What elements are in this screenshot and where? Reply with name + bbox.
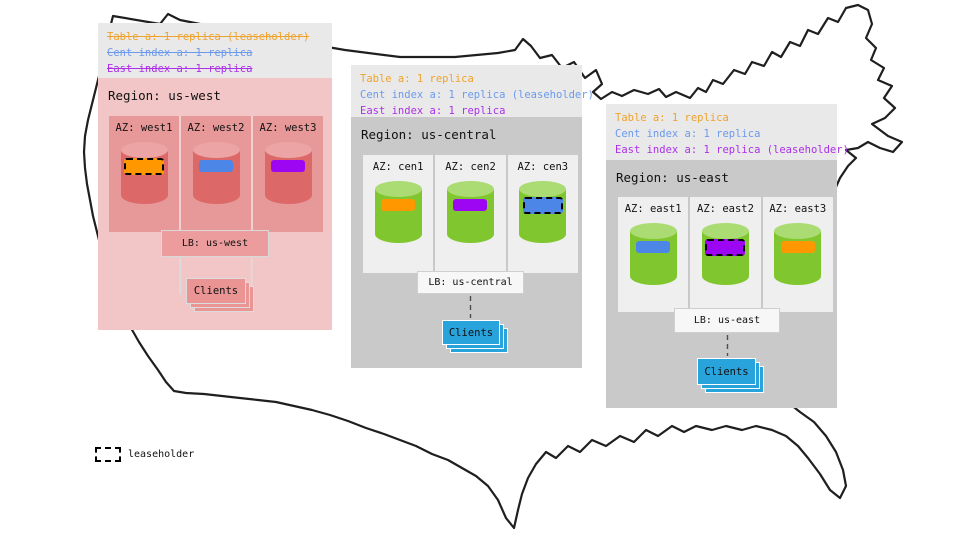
clients-us-east: Clients [697,358,764,393]
az-west1: AZ: west1 [109,116,181,232]
database-cylinder-icon [120,142,168,204]
clients-us-west: Clients [186,278,254,312]
us-east-replica-notes: Table a: 1 replica Cent index a: 1 repli… [606,104,849,160]
az-label: AZ: east2 [697,203,754,215]
region-title: Region: us-central [361,127,497,142]
az-east2: AZ: east2 [690,197,763,312]
database-cylinder-icon [629,223,677,285]
az-cen2: AZ: cen2 [435,155,508,273]
replica-note: East index a: 1 replica [360,105,506,117]
az-label: AZ: east1 [624,203,682,215]
replica-pill [271,160,305,172]
database-cylinder-icon [264,142,312,204]
az-cen3: AZ: cen3 [507,155,578,273]
az-west2: AZ: west2 [181,116,253,232]
us-west-az-group: AZ: west1 AZ: west2 AZ: west3 [109,116,323,232]
database-cylinder-icon [192,142,240,204]
clients-label: Clients [697,358,756,385]
replica-pill [124,158,164,175]
az-label: AZ: cen3 [517,161,569,173]
az-east1: AZ: east1 [618,197,691,312]
lb-us-east: LB: us-east [674,308,780,333]
us-west-replica-notes: Table a: 1 replica (leaseholder) Cent in… [98,23,332,78]
az-label: AZ: cen1 [372,161,424,173]
us-central-az-group: AZ: cen1 AZ: cen2 AZ: cen3 [363,155,578,273]
az-west3: AZ: west3 [253,116,323,232]
region-title: Region: us-west [108,88,221,103]
database-cylinder-icon [374,181,422,243]
replica-pill [636,241,671,253]
replica-note: Cent index a: 1 replica (leaseholder) [360,89,594,101]
legend: leaseholder [95,447,194,462]
region-title: Region: us-east [616,170,729,185]
az-label: AZ: west2 [187,122,245,134]
az-label: AZ: cen2 [445,161,496,173]
clients-label: Clients [186,278,246,304]
replica-note: East index a: 1 replica (leaseholder) [615,144,849,156]
az-east3: AZ: east3 [762,197,833,312]
lb-us-central: LB: us-central [417,271,524,294]
replica-note: Table a: 1 replica [360,73,474,85]
us-east-az-group: AZ: east1 AZ: east2 AZ: east3 [618,197,833,312]
replica-pill [780,241,815,253]
replica-note: East index a: 1 replica [107,63,253,75]
database-cylinder-icon [774,223,822,285]
replica-pill [705,239,746,256]
replica-pill [453,199,488,211]
lb-us-west: LB: us-west [161,230,269,257]
clients-us-central: Clients [442,320,508,353]
replica-pill [199,160,233,172]
az-label: AZ: east3 [769,203,827,215]
legend-label: leaseholder [128,449,195,460]
az-label: AZ: west3 [259,122,317,134]
clients-label: Clients [442,320,500,345]
replica-note: Table a: 1 replica [615,112,729,124]
leaseholder-swatch-icon [95,447,121,462]
us-central-replica-notes: Table a: 1 replica Cent index a: 1 repli… [351,65,594,117]
database-cylinder-icon [446,181,494,243]
az-label: AZ: west1 [115,122,173,134]
database-cylinder-icon [519,181,567,243]
az-cen1: AZ: cen1 [363,155,436,273]
replica-pill [522,197,563,214]
replica-pill [381,199,416,211]
database-cylinder-icon [701,223,749,285]
replica-note: Cent index a: 1 replica [107,47,253,59]
replica-note: Table a: 1 replica (leaseholder) [107,31,310,43]
replica-note: Cent index a: 1 replica [615,128,761,140]
